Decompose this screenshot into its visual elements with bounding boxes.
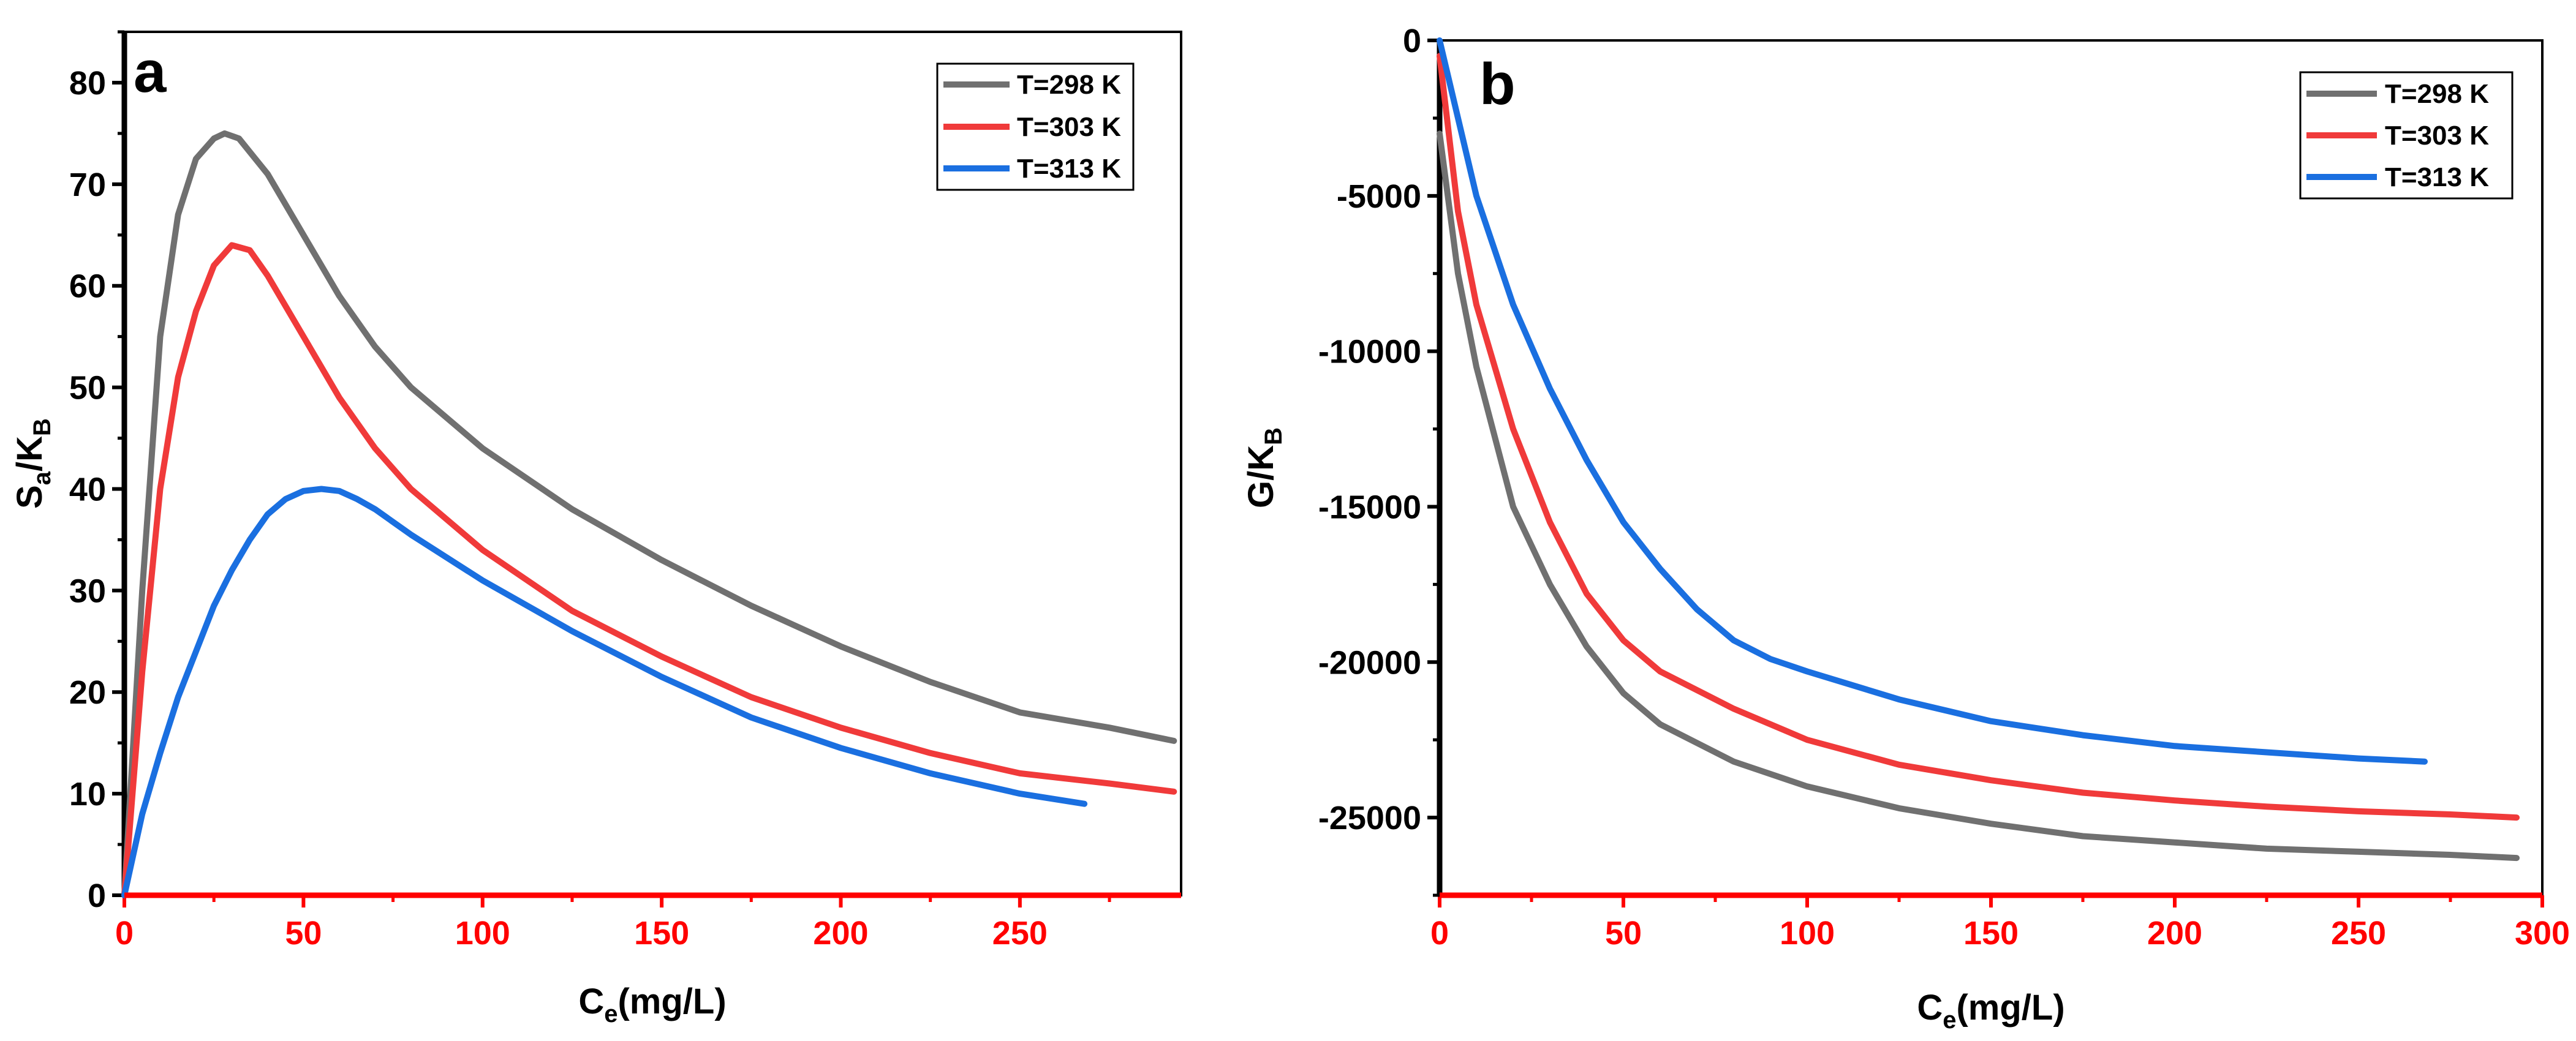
panel-a-y-tick-label: 80 [69,65,106,102]
panel-b-legend-313: T=313 K [2385,162,2489,192]
panel-a-label: a [134,39,167,105]
panel-a-y-tick-label: 60 [69,268,106,305]
panel-b-x-tick-label: 300 [2515,915,2570,952]
panel-a-series-303k-line [121,242,1177,898]
panel-b-label: b [1479,51,1516,117]
panel-a-x-tick-label: 50 [285,915,322,952]
panel-b-x-tick-label: 100 [1780,915,1835,952]
panel-a-series-313k-line [121,486,1088,898]
panel-a: 0 50 100 150 200 250 0 10 20 30 40 50 60 70 80 a T=298… [10,30,1182,1028]
panel-b-x-tick-label: 200 [2147,915,2202,952]
panel-a-x-tick-label: 250 [992,915,1048,952]
panel-b-y-tick-label: -10000 [1318,334,1421,370]
panel-b-y-tick-label: -15000 [1318,489,1421,525]
panel-b-legend: T=298 K T=303 K T=313 K [2299,71,2514,200]
panel-b-y-tick-label: -25000 [1318,800,1421,836]
panel-a-y-tick-label: 50 [69,370,106,407]
panel-b-ylabel: G/KB [1241,427,1287,508]
panel-b-y-tick-label: -5000 [1337,178,1421,215]
panel-b-x-tick-label: 0 [1430,915,1449,952]
panel-b-x-tick-label: 150 [1963,915,2019,952]
panel-b-series-298k-line [1437,130,2520,862]
panel-b-legend-298: T=298 K [2385,79,2489,109]
panel-a-x-tick-label: 0 [115,915,134,952]
panel-a-y-tick-label: 40 [69,471,106,508]
panel-b-y-tick-label: -20000 [1318,644,1421,681]
panel-b-x-tick-label: 50 [1605,915,1642,952]
panel-a-x-tick-label: 150 [634,915,689,952]
panel-a-y-tick-label: 10 [69,776,106,813]
panel-a-x-tick-label: 100 [455,915,510,952]
panel-b: 0 50 100 150 200 250 300 0 -5000 -10000 -15000 -200… [1241,23,2570,1034]
panel-a-legend: T=298 K T=303 K T=313 K [936,62,1135,191]
panel-a-y-tick-label: 20 [69,674,106,711]
panel-a-legend-303: T=303 K [1017,112,1121,142]
panel-a-xlabel: Ce(mg/L) [578,982,726,1028]
panel-b-x-tick-label: 250 [2331,915,2386,952]
panel-b-y-tick-label: 0 [1403,23,1421,59]
panel-a-x-tick-label: 200 [813,915,868,952]
panel-a-y-tick-label: 30 [69,573,106,609]
panel-a-y-tick-label: 70 [69,167,106,203]
panel-b-series-313k-line [1437,37,2428,765]
panel-a-series-298k-line [121,130,1177,898]
panel-b-legend-303: T=303 K [2385,121,2489,151]
panel-a-legend-298: T=298 K [1017,70,1121,100]
panel-b-xlabel: Ce(mg/L) [1917,988,2064,1034]
panel-a-legend-313: T=313 K [1017,154,1121,184]
panel-a-ylabel: Sa/KB [10,418,56,509]
panel-a-y-tick-label: 0 [88,878,106,914]
panel-b-series-303k-line [1437,53,2520,821]
